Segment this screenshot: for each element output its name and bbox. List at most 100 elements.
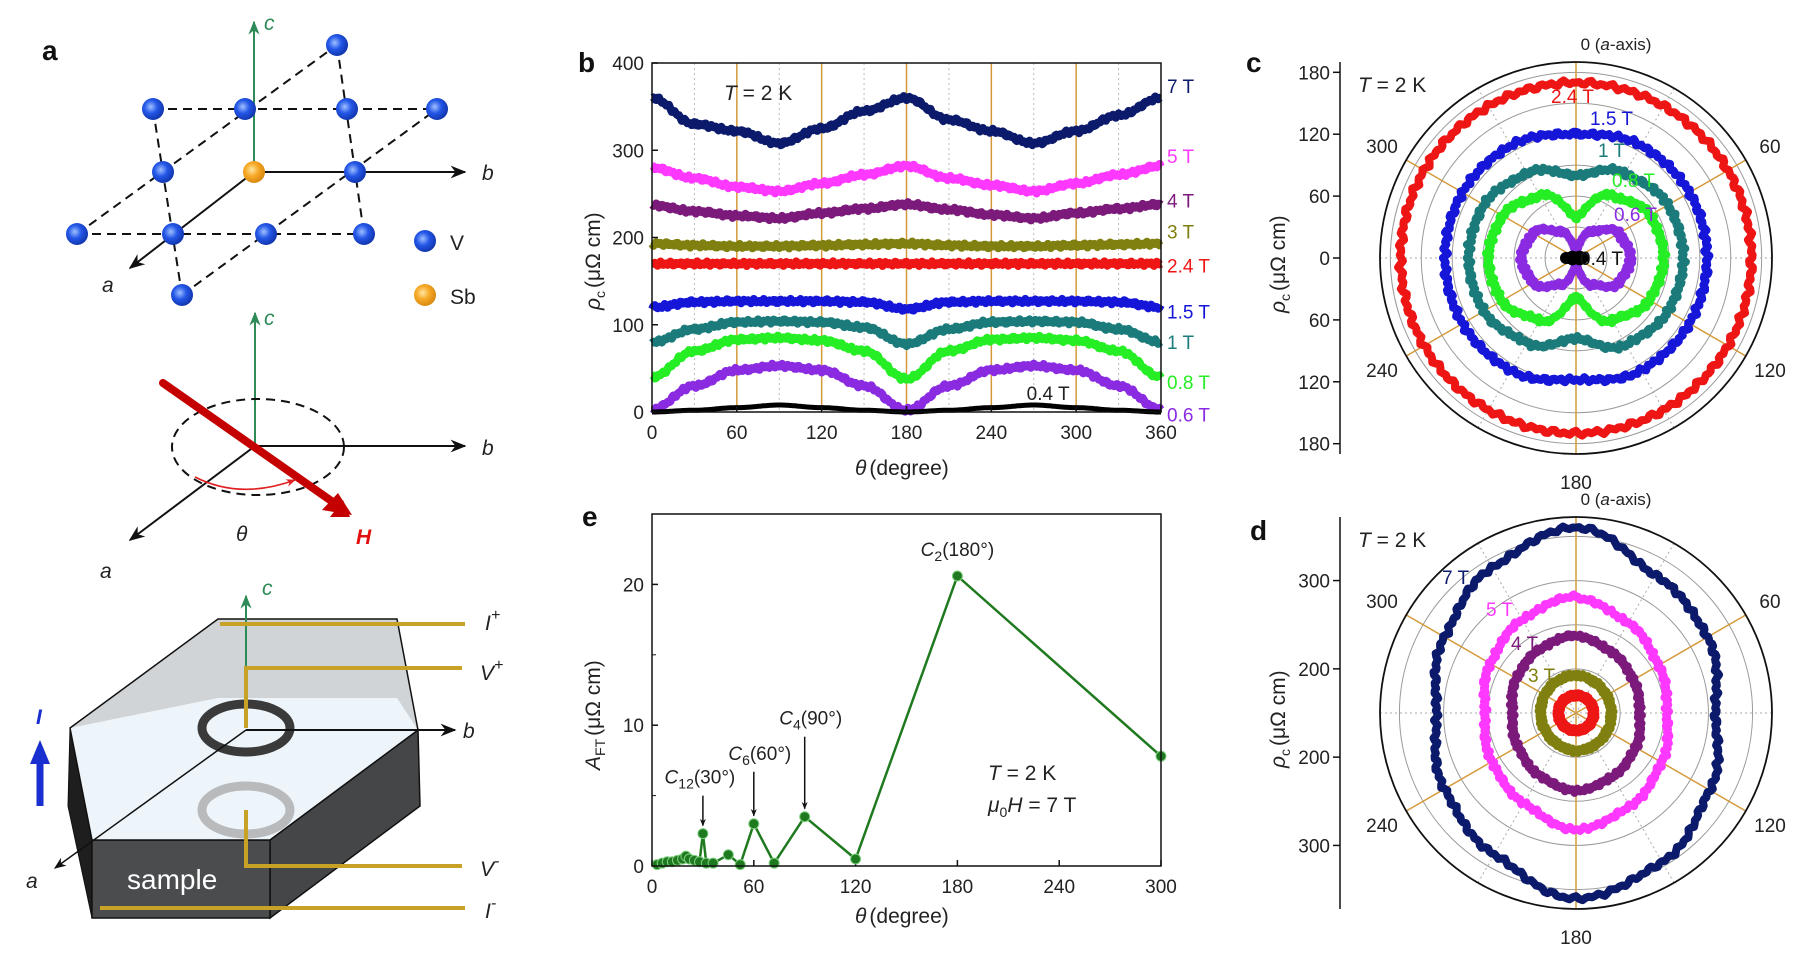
series-line-1-5-T: [648, 294, 1165, 315]
data-point: [951, 570, 963, 582]
series-label-1-5-T: 1.5 T: [1167, 302, 1210, 323]
plot-frame-e: [651, 513, 1162, 867]
annotation-C12: C12(30°): [665, 768, 736, 792]
radial-tick-label: 300: [1298, 836, 1330, 857]
radial-tick-label: 200: [1298, 660, 1330, 681]
panel-e-chart: e 0 60 120 180 240 30001020C12(30°)C6(60°)C4(…: [582, 501, 1177, 928]
y-axis-label-e: AFT (μΩ cm): [582, 660, 608, 772]
annotation-C2: C2(180°): [921, 540, 994, 564]
radial-tick-label: 120: [1298, 125, 1330, 146]
series-line-2-4-T: [649, 257, 1164, 270]
x-tick-label: 360: [1145, 423, 1177, 444]
series-label-0-4-T: 0.4 T: [1027, 384, 1070, 405]
current-label: I: [36, 706, 43, 729]
axis-label-a-2: a: [100, 560, 112, 583]
y-unit: (μΩ cm): [1267, 670, 1290, 746]
annotation-subscript: 2: [934, 548, 942, 564]
i-plus: I: [485, 612, 491, 635]
radial-tick-label: 0: [1319, 249, 1330, 270]
annotation-subscript: 4: [793, 717, 801, 733]
v-minus: V: [480, 858, 496, 881]
y-axis-label-b: ρc (μΩ cm): [582, 212, 608, 311]
y-sub: c: [1277, 294, 1293, 301]
annotation-angle: (90°): [801, 709, 842, 730]
v-minus-sup: -: [494, 853, 499, 870]
x-symbol: θ: [855, 457, 867, 480]
y-axis-label: ρc (μΩ cm): [1267, 670, 1293, 769]
legend-v-icon: [414, 230, 436, 252]
radial-tick-label: 60: [1309, 187, 1330, 208]
y-unit: (μΩ cm): [582, 212, 605, 288]
theta-label: θ: [236, 523, 248, 546]
polar-series-label-7-T: 7 T: [1442, 568, 1470, 589]
radial-tick-label: 180: [1298, 435, 1330, 456]
y-tick-label: 0: [633, 857, 644, 878]
x-axis-label-e: θ (degree): [855, 905, 949, 928]
panel-a-schematics: a b a c V Sb: [26, 12, 503, 923]
sample-schematic: c b a sample I I+ V+ V- I-: [26, 577, 503, 923]
y-tick-label: 0: [633, 403, 644, 424]
y-tick-label: 400: [612, 54, 644, 75]
angle-label-120: 120: [1754, 816, 1786, 837]
wire-label-v-minus: V-: [480, 853, 499, 881]
y-symbol: A: [582, 756, 605, 772]
x-tick-label: 300: [1060, 423, 1092, 444]
polar-outer-circle: [1379, 61, 1773, 455]
antimony-atom: [243, 161, 265, 183]
panel-d-polar: d 300 200 200 300 60 120 180 240 300 0 (a-axis) T …: [1250, 490, 1786, 949]
series-line-4-T: [649, 198, 1164, 225]
zero-field-dot: [1560, 252, 1572, 264]
panel-label-b: b: [578, 47, 595, 78]
v-plus-sup: +: [494, 657, 503, 674]
series-line-0-8-T: [649, 331, 1165, 384]
angle-label-0-text: 0 (: [1581, 490, 1601, 509]
i-minus-sup: -: [491, 895, 496, 912]
y-axis-label: ρc (μΩ cm): [1267, 215, 1293, 314]
legend-v-label: V: [450, 232, 464, 255]
condition-field: μ0H = 7 T: [987, 794, 1077, 820]
T-symbol: T: [724, 82, 739, 105]
temperature-annotation: T = 2 K: [1358, 74, 1426, 97]
series-line-1-T: [649, 315, 1164, 351]
crystal-lattice: b a c V Sb: [66, 12, 494, 309]
polar-series-label-0-6-T: 0.6 T: [1614, 205, 1657, 226]
series-label-5-T: 5 T: [1167, 147, 1195, 168]
angle-label-180: 180: [1560, 473, 1592, 494]
x-symbol: θ: [855, 905, 867, 928]
y-symbol: ρ: [1267, 756, 1290, 769]
polar-series-5-T: [1478, 590, 1674, 835]
legend-sb-label: Sb: [450, 286, 476, 309]
panel-label-e: e: [582, 501, 598, 532]
axis-label-c-2: c: [264, 307, 275, 330]
H-symbol: H: [1007, 794, 1023, 817]
annotation-subscript: 6: [742, 752, 750, 768]
annotation-C4: C4(90°): [779, 709, 842, 733]
T-symbol: T: [1358, 529, 1373, 552]
data-point: [799, 811, 811, 823]
angle-label-0-end: -axis): [1610, 35, 1652, 54]
annotation-subscript: 12: [678, 776, 694, 792]
series-label-0-8-T: 0.8 T: [1167, 373, 1210, 394]
polar-series-2-4-T: [1552, 689, 1600, 737]
polar-series-label-0-8-T: 0.8 T: [1612, 171, 1655, 192]
data-point: [734, 859, 746, 871]
T-value: = 2 K: [737, 82, 792, 105]
panel-label-d: d: [1250, 515, 1267, 546]
T-value: = 2 K: [1001, 762, 1056, 785]
series-label-4-T: 4 T: [1167, 191, 1195, 212]
polar-outer-circle: [1379, 516, 1773, 910]
axis-label-a: a: [102, 274, 114, 297]
wire-label-i-plus: I+: [485, 607, 500, 635]
axis-label-a-3: a: [26, 870, 38, 893]
x-tick-label: 120: [806, 423, 838, 444]
radial-tick-label: 120: [1298, 373, 1330, 394]
series-label-0-6-T: 0.6 T: [1167, 405, 1210, 426]
radial-tick-label: 200: [1298, 748, 1330, 769]
wire-label-v-plus: V+: [480, 657, 503, 685]
v-plus: V: [480, 662, 496, 685]
field-label-H: H: [356, 526, 372, 549]
radial-tick-label: 60: [1309, 311, 1330, 332]
polar-series-label-4-T: 4 T: [1511, 634, 1539, 655]
angle-label-300: 300: [1366, 137, 1398, 158]
x-tick-label: 240: [1043, 877, 1075, 898]
